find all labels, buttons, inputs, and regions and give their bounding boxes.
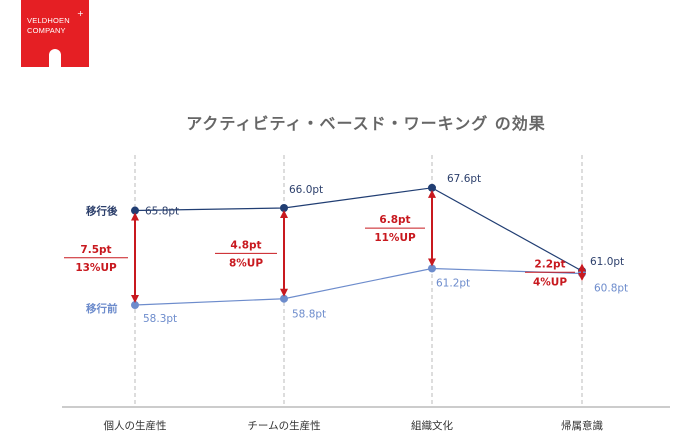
- logo-plus: +: [77, 9, 84, 18]
- data-label-before: 60.8pt: [594, 283, 628, 295]
- data-point-after: [280, 204, 288, 212]
- series-label-after: 移行後: [86, 205, 118, 218]
- data-point-before: [131, 301, 139, 310]
- data-label-after: 67.6pt: [447, 173, 481, 185]
- data-label-before: 61.2pt: [436, 277, 470, 289]
- data-label-before: 58.8pt: [292, 309, 326, 321]
- data-point-after: [131, 206, 139, 215]
- difference-pct-label: 8%UP: [229, 257, 263, 269]
- data-label-after: 66.0pt: [289, 184, 323, 196]
- data-labels: 個人の生産性 チームの生産性 組織文化 帰属意識 65.8pt 66.0pt 67.6pt 6…: [86, 173, 628, 432]
- difference-markers: 7.5pt 13%UP 4.8pt 8%UP 6.8pt 11%UP 2.2pt 4%UP: [64, 189, 586, 304]
- difference-pt-label: 6.8pt: [379, 214, 410, 226]
- difference-pt-label: 7.5pt: [80, 244, 111, 256]
- logo-notch: [49, 49, 61, 67]
- x-tick-label: チームの生産性: [247, 419, 320, 432]
- x-tick-label: 帰属意識: [561, 419, 603, 432]
- company-logo: VELDHOEN + COMPANY: [21, 0, 89, 67]
- grid-lines: [134, 155, 583, 407]
- difference-pct-label: 11%UP: [374, 232, 416, 244]
- data-label-after: 65.8pt: [145, 206, 179, 218]
- data-point-after: [428, 183, 436, 192]
- difference-pt-label: 2.2pt: [534, 258, 565, 270]
- data-label-after: 61.0pt: [590, 256, 624, 268]
- x-tick-label: 個人の生産性: [104, 419, 167, 432]
- logo-line-1: VELDHOEN: [27, 16, 70, 25]
- difference-pct-label: 4%UP: [533, 276, 567, 288]
- chart-title: アクティビティ・ベースド・ワーキング の効果: [186, 114, 546, 133]
- difference-pt-label: 4.8pt: [230, 239, 261, 251]
- difference-pct-label: 13%UP: [75, 262, 117, 274]
- series-line-before: [134, 267, 583, 306]
- series-label-before: 移行前: [86, 302, 118, 315]
- series-lines: [131, 183, 586, 310]
- data-point-before: [280, 294, 288, 303]
- logo-line-2: COMPANY: [27, 26, 66, 35]
- x-tick-label: 組織文化: [411, 419, 453, 432]
- data-point-before: [428, 264, 436, 273]
- data-label-before: 58.3pt: [143, 313, 177, 325]
- series-line-after: [134, 187, 583, 272]
